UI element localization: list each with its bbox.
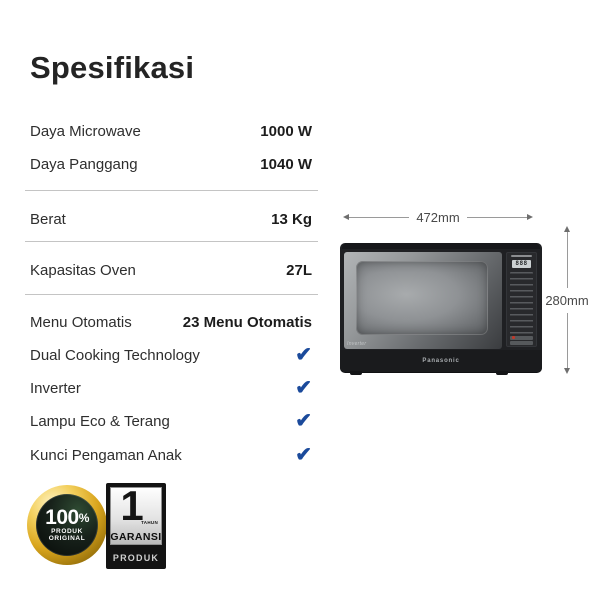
spec-row-dual-cooking: Dual Cooking Technology ✔ <box>30 343 312 367</box>
badge-produk-label: PRODUK <box>51 527 83 535</box>
panel-model-text <box>511 255 532 257</box>
microwave-bottom-bar: Panasonic <box>340 350 542 372</box>
spec-row-berat: Berat 13 Kg <box>30 207 312 231</box>
page-title: Spesifikasi <box>30 50 195 85</box>
original-product-badge: 100% PRODUK ORIGINAL <box>27 485 107 565</box>
badge-percent: 100 <box>45 505 79 529</box>
spec-row-menu-otomatis: Menu Otomatis 23 Menu Otomatis <box>30 310 312 334</box>
panel-button-row <box>510 341 533 345</box>
arrow-left-icon <box>343 214 349 220</box>
panel-red-button <box>512 336 515 339</box>
spec-value: 23 Menu Otomatis <box>182 313 312 331</box>
panel-button-row <box>510 336 533 340</box>
spec-row-daya-panggang: Daya Panggang 1040 W <box>30 152 312 176</box>
warranty-unit: TAHUN <box>141 520 158 525</box>
spec-label: Daya Microwave <box>30 122 141 140</box>
width-dimension: 472mm <box>343 209 534 225</box>
microwave-control-panel: 888 <box>506 252 537 347</box>
microwave-door-window <box>356 261 488 335</box>
spec-value: 1040 W <box>260 155 312 173</box>
badge-original-label: ORIGINAL <box>48 535 86 542</box>
spec-label: Lampu Eco & Terang <box>30 412 170 430</box>
spec-label: Daya Panggang <box>30 155 138 173</box>
spec-row-kapasitas-oven: Kapasitas Oven 27L <box>30 258 312 282</box>
panel-buttons <box>510 272 533 334</box>
spec-label: Inverter <box>30 379 81 397</box>
warranty-badge: 1 TAHUN GARANSI PRODUK <box>106 483 166 569</box>
arrow-up-icon <box>564 226 570 232</box>
brand-wordmark: Panasonic <box>422 358 460 364</box>
check-icon: ✔ <box>295 344 312 366</box>
warranty-garansi-label: GARANSI <box>110 531 162 543</box>
warranty-number: 1 <box>120 482 144 529</box>
warranty-produk-label: PRODUK <box>112 553 160 563</box>
arrow-right-icon <box>527 214 534 220</box>
microwave-image: Inverter 888 Panasonic <box>340 243 542 375</box>
spec-row-daya-microwave: Daya Microwave 1000 W <box>30 119 312 143</box>
inverter-logo: Inverter <box>347 341 367 347</box>
microwave-door: Inverter <box>344 252 502 349</box>
check-icon: ✔ <box>295 410 312 432</box>
check-icon: ✔ <box>295 377 312 399</box>
microwave-foot <box>496 371 508 375</box>
spec-label: Kapasitas Oven <box>30 261 136 279</box>
spec-value: 1000 W <box>260 122 312 140</box>
microwave-foot <box>350 371 362 375</box>
height-dimension: 280mm <box>544 226 590 374</box>
spec-value: 27L <box>286 261 312 279</box>
divider <box>25 294 318 295</box>
spec-label: Kunci Pengaman Anak <box>30 446 182 464</box>
spec-row-inverter: Inverter ✔ <box>30 376 312 400</box>
arrow-down-icon <box>564 368 570 374</box>
spec-label: Dual Cooking Technology <box>30 346 200 364</box>
percent-sign: % <box>78 510 90 525</box>
spec-label: Menu Otomatis <box>30 313 132 331</box>
spec-value: 13 Kg <box>271 210 312 228</box>
width-dimension-label: 472mm <box>416 209 460 225</box>
spec-row-lampu-eco: Lampu Eco & Terang ✔ <box>30 409 312 433</box>
divider <box>25 241 318 242</box>
spec-label: Berat <box>30 210 66 228</box>
divider <box>25 190 318 191</box>
microwave-display: 888 <box>512 260 531 268</box>
microwave-top-edge <box>342 243 540 249</box>
spec-row-kunci-pengaman: Kunci Pengaman Anak ✔ <box>30 443 312 467</box>
check-icon: ✔ <box>295 444 312 466</box>
height-dimension-label: 280mm <box>545 292 589 308</box>
